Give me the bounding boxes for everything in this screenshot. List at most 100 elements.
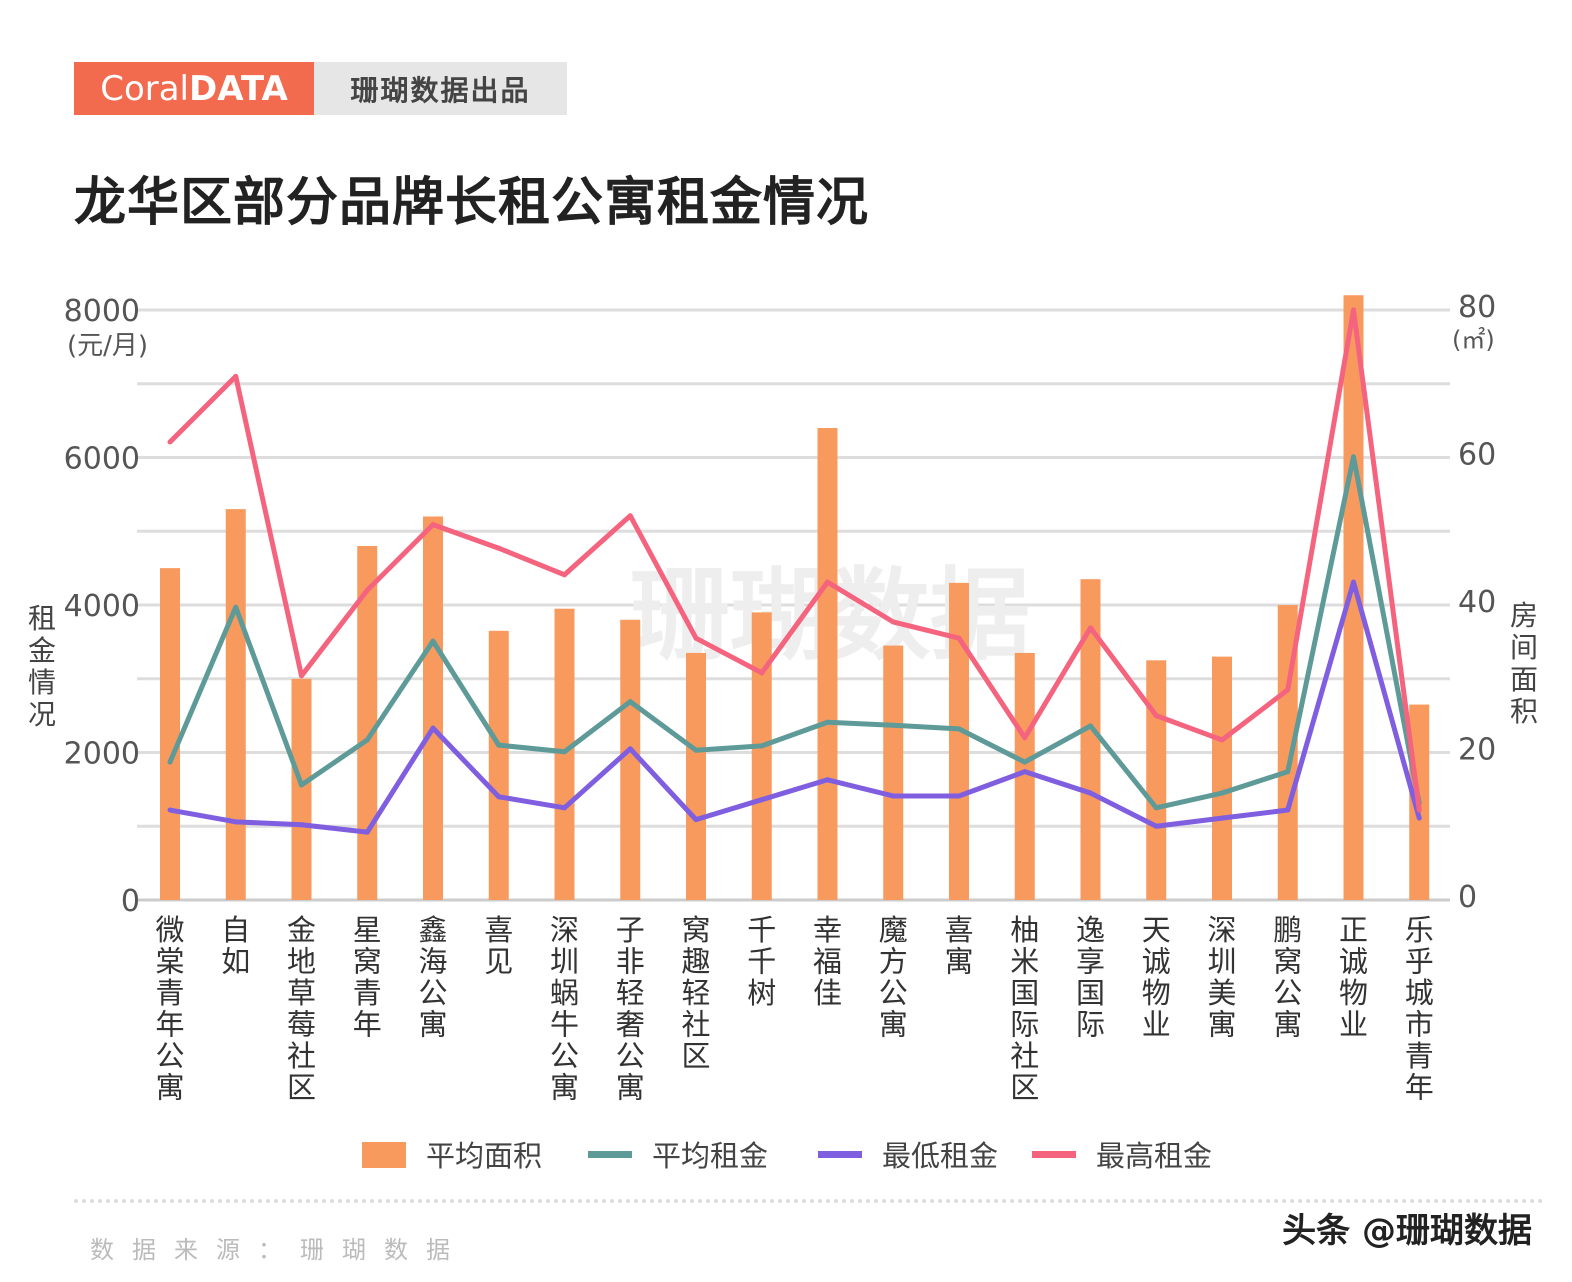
y-tick-label: 4000 bbox=[64, 589, 140, 624]
source-note: 数据来源：珊瑚数据 bbox=[90, 1236, 468, 1264]
bar-area bbox=[554, 608, 575, 900]
line-point bbox=[1285, 769, 1291, 775]
y-axis-label: 租 bbox=[28, 602, 56, 635]
line-point bbox=[562, 805, 567, 811]
line-point bbox=[1022, 735, 1028, 741]
bar-area bbox=[1146, 660, 1167, 900]
line-point bbox=[167, 439, 173, 445]
line-point bbox=[496, 545, 502, 551]
line-point bbox=[825, 777, 830, 783]
y2-tick-label: 20 bbox=[1458, 733, 1496, 768]
line-point bbox=[1351, 579, 1356, 585]
line-point bbox=[1219, 737, 1225, 743]
y2-tick-label: 80 bbox=[1458, 290, 1496, 325]
coraldata-logo: Coral DATA bbox=[74, 62, 314, 115]
legend-label: 最低租金 bbox=[882, 1139, 998, 1173]
line-point bbox=[1416, 807, 1422, 813]
line-point bbox=[1285, 807, 1291, 813]
line-point bbox=[1153, 805, 1159, 811]
legend-swatch bbox=[1032, 1151, 1076, 1158]
line-最高租金 bbox=[168, 307, 1422, 811]
line-point bbox=[627, 513, 633, 519]
y-tick-label: 2000 bbox=[64, 737, 140, 772]
line-point bbox=[233, 373, 239, 379]
category-label: 星窝青年 bbox=[353, 913, 382, 1042]
line-point bbox=[364, 737, 370, 743]
line-point bbox=[233, 819, 239, 825]
line-point bbox=[562, 572, 567, 578]
category-label: 天诚物业 bbox=[1142, 913, 1171, 1042]
line-point bbox=[1088, 625, 1093, 631]
legend-swatch bbox=[818, 1151, 862, 1158]
line-point bbox=[167, 759, 173, 765]
line-point bbox=[693, 635, 699, 641]
line-point bbox=[1351, 307, 1356, 313]
bar-area bbox=[1343, 295, 1364, 900]
bar-area bbox=[488, 630, 509, 900]
category-label: 幸福佳 bbox=[813, 913, 842, 1010]
line-point bbox=[1285, 687, 1291, 693]
line-point bbox=[759, 797, 765, 803]
y2-unit-label: (㎡) bbox=[1452, 326, 1495, 354]
line-point bbox=[299, 673, 304, 679]
line-point bbox=[364, 829, 370, 835]
line-point bbox=[825, 719, 830, 725]
legend-swatch bbox=[362, 1142, 406, 1168]
y-axis-label: 金 bbox=[28, 634, 56, 667]
category-label: 深圳美寓 bbox=[1207, 913, 1236, 1042]
y-unit-label: (元/月) bbox=[67, 331, 148, 361]
line-point bbox=[496, 742, 502, 748]
bar-area bbox=[751, 612, 772, 900]
line-point bbox=[562, 749, 567, 755]
line-point bbox=[430, 725, 436, 731]
line-point bbox=[956, 793, 962, 799]
y-axis-label: 况 bbox=[28, 698, 56, 731]
line-point bbox=[825, 579, 830, 585]
line-point bbox=[1219, 815, 1225, 821]
credit: 头条 @珊瑚数据 bbox=[1282, 1211, 1532, 1251]
bar-area bbox=[1212, 656, 1232, 900]
y-tick-label: 6000 bbox=[64, 442, 140, 477]
y-tick-label: 0 bbox=[121, 884, 140, 919]
line-point bbox=[1088, 790, 1093, 796]
line-point bbox=[627, 746, 633, 752]
category-label: 魔方公寓 bbox=[879, 913, 908, 1042]
category-label: 喜寓 bbox=[944, 913, 973, 979]
line-point bbox=[759, 743, 765, 749]
category-label: 正诚物业 bbox=[1339, 913, 1368, 1042]
bar-area bbox=[160, 568, 180, 900]
line-point bbox=[1219, 790, 1225, 796]
line-point bbox=[890, 619, 896, 625]
bar-area bbox=[686, 652, 706, 900]
category-label: 窝趣轻社区 bbox=[681, 913, 710, 1073]
y-tick-label: 8000 bbox=[64, 294, 140, 329]
line-point bbox=[890, 793, 896, 799]
divider bbox=[74, 1199, 1544, 1203]
bar-area bbox=[225, 509, 246, 900]
line-point bbox=[430, 638, 436, 644]
line-point bbox=[1416, 815, 1422, 821]
category-label: 喜见 bbox=[484, 913, 513, 979]
bar-area bbox=[817, 428, 838, 900]
brand-banner: Coral DATA 珊瑚数据出品 bbox=[74, 62, 567, 115]
line-最低租金 bbox=[169, 579, 1422, 835]
line-point bbox=[1022, 759, 1028, 765]
y-axis-label: 情 bbox=[28, 666, 56, 699]
line-point bbox=[956, 635, 962, 641]
y2-tick-label: 60 bbox=[1458, 438, 1496, 473]
bar-area bbox=[423, 516, 443, 900]
line-point bbox=[693, 817, 699, 823]
y2-tick-label: 40 bbox=[1458, 585, 1496, 620]
line-point bbox=[1022, 769, 1028, 775]
legend-label: 最高租金 bbox=[1096, 1139, 1212, 1173]
category-label: 深圳蜗牛公寓 bbox=[550, 913, 579, 1105]
category-label: 微棠青年公寓 bbox=[155, 913, 184, 1105]
bar-area bbox=[357, 546, 378, 900]
category-label: 金地草莓社区 bbox=[287, 913, 316, 1105]
line-point bbox=[1351, 454, 1356, 460]
chart-title: 龙华区部分品牌长租公寓租金情况 bbox=[74, 173, 870, 233]
line-point bbox=[1153, 713, 1159, 719]
line-point bbox=[430, 522, 436, 528]
category-label: 自如 bbox=[221, 913, 250, 979]
